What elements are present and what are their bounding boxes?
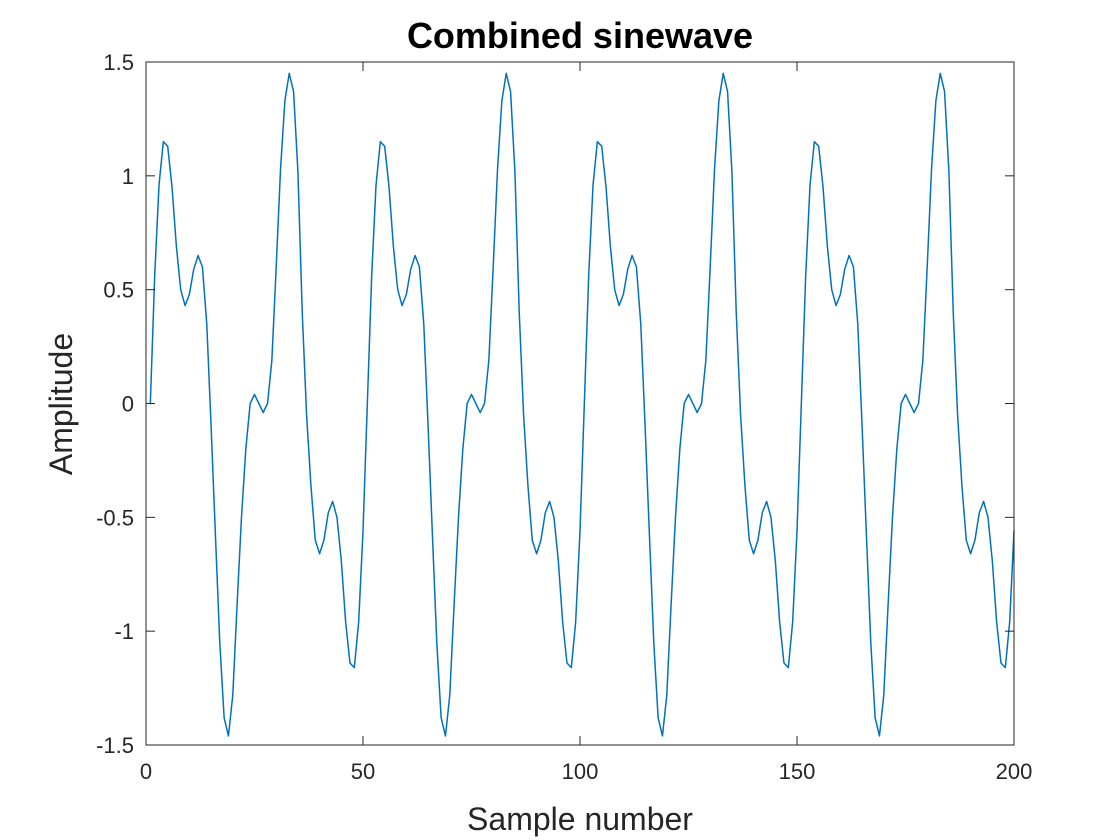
y-axis-ticks: -1.5 -1 -0.5 0 0.5 1 1.5 [96, 50, 1014, 758]
y-tick-label: -0.5 [96, 505, 134, 530]
x-axis-ticks: 0 50 100 150 200 [140, 62, 1032, 784]
x-axis-label: Sample number [467, 801, 693, 837]
y-tick-label: -1.5 [96, 733, 134, 758]
y-tick-label: 0 [122, 392, 134, 417]
chart-title: Combined sinewave [407, 15, 753, 56]
y-tick-label: 0.5 [103, 278, 134, 303]
x-tick-label: 100 [562, 759, 599, 784]
plot-area [145, 61, 1015, 746]
x-tick-label: 200 [996, 759, 1033, 784]
series-line [149, 72, 1015, 737]
x-tick-label: 150 [779, 759, 816, 784]
y-axis-label: Amplitude [43, 333, 79, 475]
y-tick-label: 1 [122, 164, 134, 189]
x-tick-label: 50 [351, 759, 375, 784]
y-tick-label: 1.5 [103, 50, 134, 75]
x-tick-label: 0 [140, 759, 152, 784]
y-tick-label: -1 [114, 619, 134, 644]
axes-box [145, 61, 1015, 746]
